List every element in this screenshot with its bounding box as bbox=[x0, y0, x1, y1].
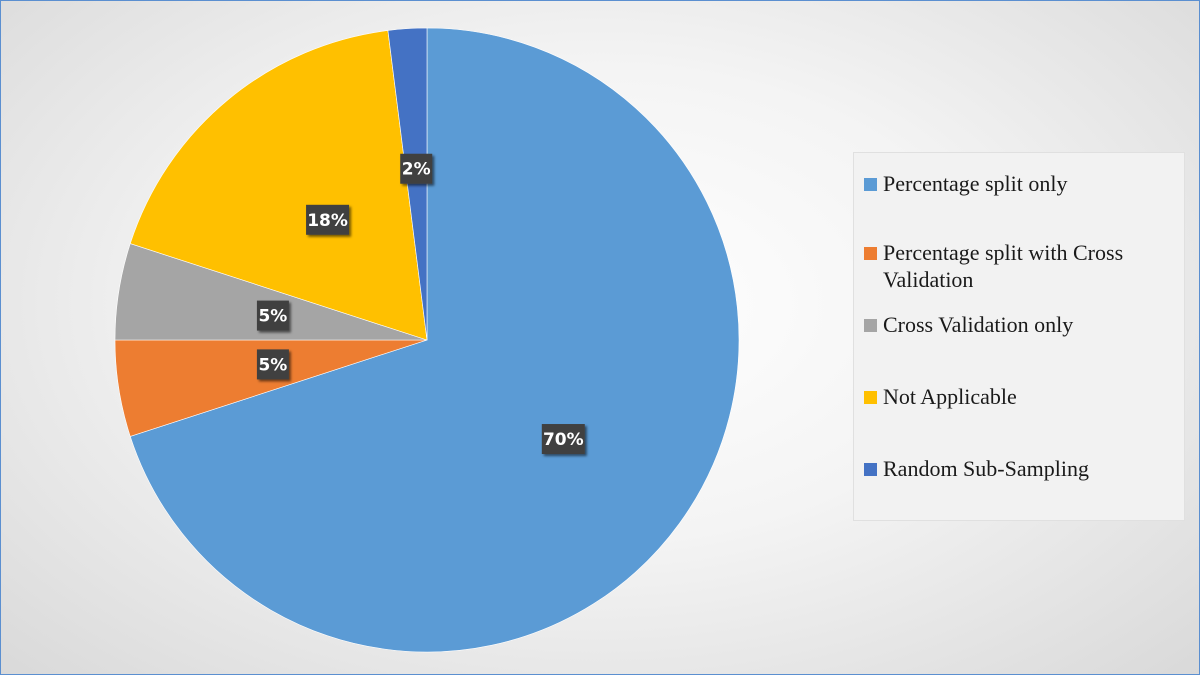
data-label-text: 5% bbox=[258, 355, 287, 375]
data-label-box bbox=[306, 204, 350, 235]
legend-swatch bbox=[864, 178, 877, 191]
data-label-4: 18% bbox=[306, 204, 350, 235]
data-label-box bbox=[256, 300, 289, 331]
data-label-text: 70% bbox=[543, 430, 584, 450]
data-label-box bbox=[541, 424, 585, 455]
legend-swatch bbox=[864, 391, 877, 404]
data-label-text: 2% bbox=[402, 160, 431, 180]
data-label-box bbox=[400, 153, 433, 184]
legend-item-percentage-split-with-cross-validation: Percentage split with Cross Validation bbox=[864, 239, 1180, 293]
legend-swatch bbox=[864, 247, 877, 260]
legend-label: Percentage split only bbox=[883, 171, 1068, 196]
data-label-1: 70% bbox=[541, 424, 585, 455]
data-label-3: 5% bbox=[256, 300, 289, 331]
legend-item-percentage-split-only: Percentage split only bbox=[864, 170, 1180, 197]
legend-swatch bbox=[864, 463, 877, 476]
legend-label: Percentage split with Cross Validation bbox=[883, 240, 1124, 292]
legend-item-not-applicable: Not Applicable bbox=[864, 383, 1180, 410]
pie-slice-percentage-split-only bbox=[129, 27, 740, 653]
pie-slice-not-applicable bbox=[129, 30, 428, 341]
data-label-text: 5% bbox=[258, 307, 287, 327]
data-label-2: 5% bbox=[256, 349, 289, 380]
data-label-box bbox=[256, 349, 289, 380]
legend-label: Cross Validation only bbox=[883, 312, 1074, 337]
legend-item-random-sub-sampling: Random Sub-Sampling bbox=[864, 455, 1180, 482]
legend-item-cross-validation-only: Cross Validation only bbox=[864, 311, 1180, 338]
data-label-text: 18% bbox=[307, 211, 348, 231]
legend-label: Random Sub-Sampling bbox=[883, 456, 1089, 481]
data-label-5: 2% bbox=[400, 153, 433, 184]
legend-swatch bbox=[864, 319, 877, 332]
legend: Percentage split only Percentage split w… bbox=[853, 152, 1185, 521]
legend-label: Not Applicable bbox=[883, 384, 1017, 409]
pie-slice-random-sub-sampling bbox=[387, 27, 428, 341]
